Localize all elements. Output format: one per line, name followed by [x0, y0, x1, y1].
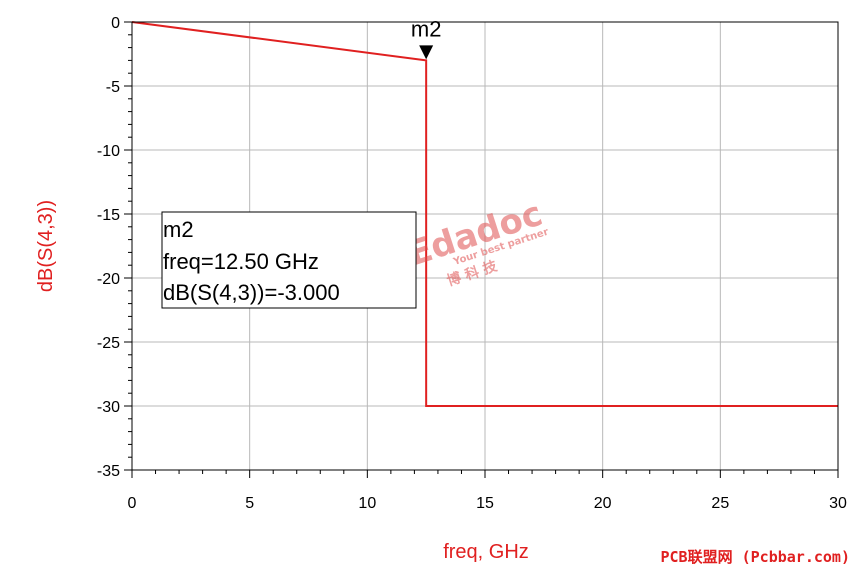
marker-readout: m2 freq=12.50 GHz dB(S(4,3))=-3.000 — [161, 211, 417, 309]
readout-line-name: m2 — [163, 217, 194, 242]
y-tick-label: -5 — [106, 79, 120, 96]
footer-credit: PCB联盟网 (Pcbbar.com) — [661, 548, 851, 566]
plot-frame — [131, 21, 839, 471]
marker-m2[interactable]: m2 — [411, 16, 442, 60]
x-tick-label: 20 — [594, 495, 612, 512]
x-tick-label: 15 — [476, 495, 494, 512]
tick-labels: 0 5 10 15 20 25 30 0 -5 -10 -15 -20 -25 -30 -35 — [97, 15, 847, 512]
ticks — [124, 21, 839, 478]
x-tick-label: 10 — [358, 495, 376, 512]
y-tick-label: 0 — [111, 15, 120, 32]
readout-line-value: dB(S(4,3))=-3.000 — [163, 280, 340, 305]
series-line — [131, 21, 838, 407]
x-tick-label: 5 — [245, 495, 254, 512]
x-tick-label: 30 — [829, 495, 847, 512]
x-axis-title: freq, GHz — [443, 541, 529, 563]
y-tick-label: -15 — [97, 207, 120, 224]
x-tick-label: 0 — [128, 495, 137, 512]
series-layer — [131, 21, 838, 407]
y-tick-label: -35 — [97, 463, 120, 480]
y-tick-label: -25 — [97, 335, 120, 352]
y-tick-label: -30 — [97, 399, 120, 416]
x-tick-label: 25 — [711, 495, 729, 512]
y-tick-label: -10 — [97, 143, 120, 160]
marker-label: m2 — [411, 16, 442, 41]
y-axis-title: dB(S(4,3)) — [35, 200, 57, 292]
marker-triangle-icon — [419, 45, 434, 60]
readout-line-freq: freq=12.50 GHz — [163, 249, 319, 274]
y-tick-label: -20 — [97, 271, 120, 288]
